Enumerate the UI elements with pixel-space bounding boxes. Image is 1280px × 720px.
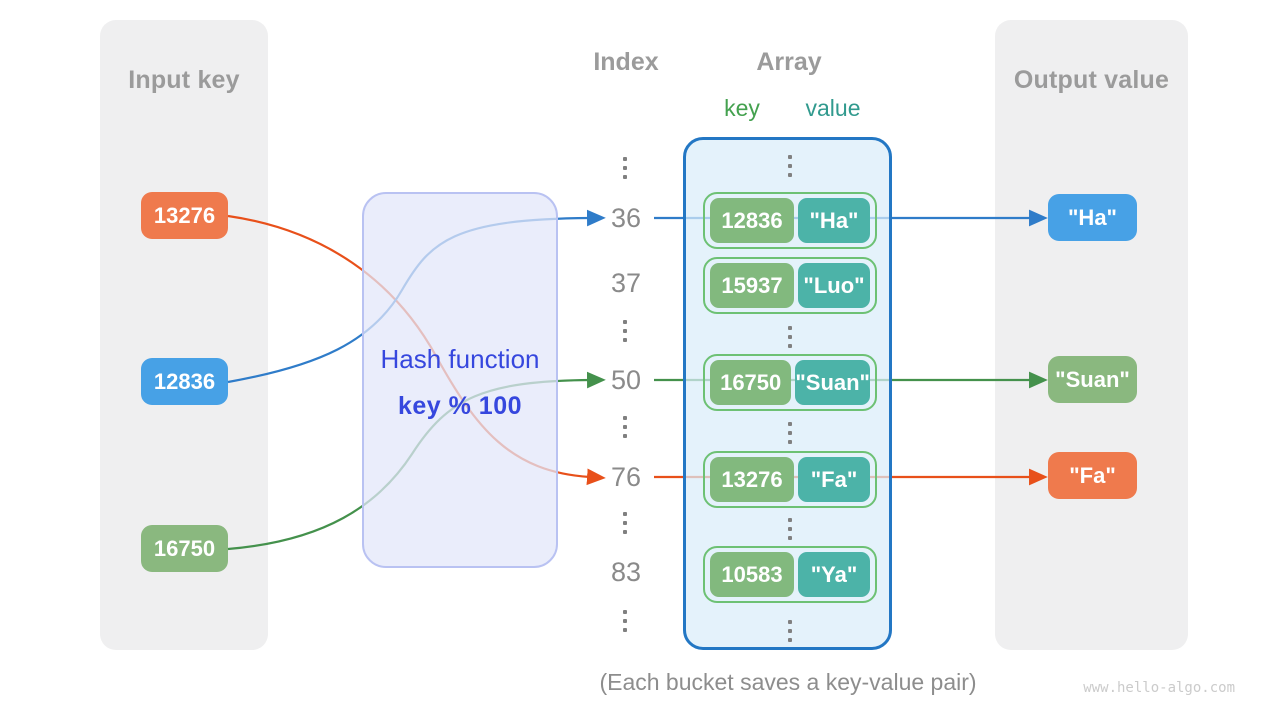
array-header: Array: [756, 48, 822, 76]
array-ellipsis: [788, 164, 792, 168]
bucket-value: "Ha": [798, 198, 870, 243]
value-header: value: [805, 95, 861, 121]
bucket-value: "Suan": [795, 360, 870, 405]
index-76: 76: [610, 462, 642, 492]
input-key-title: Input key: [128, 66, 240, 94]
bucket-value: "Fa": [798, 457, 870, 502]
index-ellipsis: [623, 329, 627, 333]
bucket-83: 10583 "Ya": [703, 546, 877, 603]
bucket-key: 10583: [710, 552, 794, 597]
hash-function-title: Hash function: [380, 344, 540, 374]
bucket-76: 13276 "Fa": [703, 451, 877, 508]
output-chip-suan: "Suan": [1048, 356, 1137, 403]
bucket-value: "Ya": [798, 552, 870, 597]
key-header: key: [724, 95, 760, 121]
output-chip-ha: "Ha": [1048, 194, 1137, 241]
input-key-chip-12836: 12836: [141, 358, 228, 405]
bucket-key: 13276: [710, 457, 794, 502]
bucket-50: 16750 "Suan": [703, 354, 877, 411]
index-37: 37: [610, 268, 642, 298]
caption: (Each bucket saves a key-value pair): [599, 669, 977, 695]
bucket-36: 12836 "Ha": [703, 192, 877, 249]
bucket-key: 16750: [710, 360, 792, 405]
array-ellipsis: [788, 431, 792, 435]
output-value-title: Output value: [1013, 66, 1170, 94]
output-chip-fa: "Fa": [1048, 452, 1137, 499]
array-container: 12836 "Ha" 15937 "Luo" 16750 "Suan" 1327…: [683, 137, 892, 650]
array-ellipsis: [788, 527, 792, 531]
index-50: 50: [610, 365, 642, 395]
index-ellipsis: [623, 425, 627, 429]
index-ellipsis: [623, 521, 627, 525]
input-key-chip-16750: 16750: [141, 525, 228, 572]
bucket-key: 12836: [710, 198, 794, 243]
watermark: www.hello-algo.com: [1083, 680, 1235, 696]
index-ellipsis: [623, 619, 627, 623]
index-36: 36: [610, 203, 642, 233]
index-ellipsis: [623, 166, 627, 170]
input-key-chip-13276: 13276: [141, 192, 228, 239]
input-key-panel: Input key 13276 12836 16750: [100, 20, 268, 650]
bucket-value: "Luo": [798, 263, 870, 308]
bucket-key: 15937: [710, 263, 794, 308]
bucket-37: 15937 "Luo": [703, 257, 877, 314]
output-value-panel: Output value "Ha" "Suan" "Fa": [995, 20, 1188, 650]
hash-function-box: Hash function key % 100: [362, 192, 558, 568]
hash-function-formula: key % 100: [397, 392, 523, 420]
array-ellipsis: [788, 335, 792, 339]
index-83: 83: [610, 557, 642, 587]
array-ellipsis: [788, 629, 792, 633]
index-header: Index: [593, 48, 659, 76]
